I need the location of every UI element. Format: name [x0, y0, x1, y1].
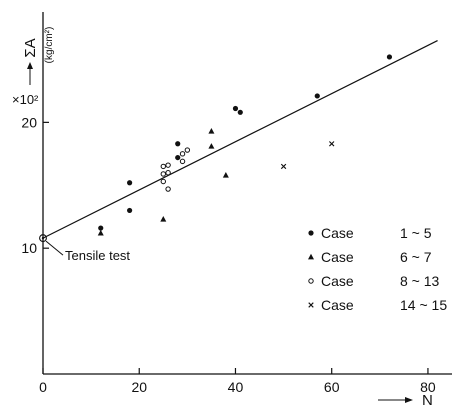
data-point [127, 180, 133, 186]
fit-line [42, 40, 438, 239]
x-axis-arrow-head [405, 397, 413, 403]
data-point [160, 178, 166, 185]
y-tick-label: 20 [21, 114, 37, 130]
annotation-leader [45, 240, 64, 256]
data-point [165, 162, 171, 168]
data-point [232, 105, 239, 112]
legend-marker [308, 253, 314, 260]
legend-marker [308, 302, 314, 308]
data-point [160, 216, 167, 222]
legend-entry: Case 8 ~ 13 [308, 273, 440, 289]
annotation-text: Tensile test [65, 248, 130, 263]
tensile-test-annotation: Tensile test [45, 240, 130, 263]
y-tick-label: 10 [21, 240, 37, 256]
legend-entry: Case 1 ~ 5 [308, 225, 432, 241]
legend-range: 6 ~ 7 [400, 249, 432, 265]
y-axis-title: ΣA (kg/cm²) ×10² [12, 27, 55, 107]
legend-entry: Case 14 ~ 15 [308, 297, 447, 313]
legend-range: 8 ~ 13 [400, 273, 440, 289]
data-point [127, 207, 133, 214]
data-point [208, 143, 215, 149]
data-point [175, 141, 181, 147]
legend-label: Case [321, 273, 354, 289]
tick-labels: 0 20 40 60 80 10 20 [21, 114, 436, 395]
data-point [208, 127, 215, 134]
legend-entry: Case 6 ~ 7 [308, 249, 432, 265]
data-point [280, 163, 287, 170]
legend: Case 1 ~ 5 Case 6 ~ 7 Case 8 ~ 13 Case 14 ~ 15 [308, 225, 447, 313]
data-point [160, 171, 166, 177]
axes [42, 12, 452, 375]
legend-label: Case [321, 225, 354, 241]
data-point [184, 147, 191, 153]
tensile-test-marker-dot [41, 236, 45, 240]
x-tick-label: 80 [420, 379, 436, 395]
y-axis-arrow-head [27, 62, 33, 69]
legend-marker [308, 278, 314, 284]
data-point [386, 54, 393, 60]
x-axis-label: N [422, 392, 433, 408]
data-point [179, 158, 186, 165]
x-tick-label: 0 [39, 379, 47, 395]
x-tick-label: 60 [324, 379, 340, 395]
data-point [98, 225, 104, 231]
tensile-test-marker [39, 234, 47, 243]
y-axis-unit: (kg/cm²) [44, 27, 55, 64]
data-point [179, 151, 186, 157]
data-point [160, 163, 166, 170]
legend-label: Case [321, 297, 354, 313]
data-point [175, 154, 181, 161]
legend-label: Case [321, 249, 354, 265]
legend-range: 1 ~ 5 [400, 225, 432, 241]
data-point [97, 229, 104, 236]
data-point [165, 186, 171, 192]
x-tick-label: 20 [131, 379, 147, 395]
legend-range: 14 ~ 15 [400, 297, 447, 313]
data-point [222, 172, 229, 178]
data-point [314, 93, 320, 99]
data-point [329, 141, 335, 147]
tick-marks [42, 121, 429, 374]
data-point [165, 169, 171, 176]
x-tick-label: 40 [228, 379, 244, 395]
data-point [237, 109, 243, 115]
legend-marker [308, 230, 314, 236]
data-points [39, 54, 393, 243]
x-axis-title: N [378, 392, 433, 408]
y-axis-label: ΣA [22, 38, 39, 57]
y-multiplier: ×10² [12, 92, 39, 107]
